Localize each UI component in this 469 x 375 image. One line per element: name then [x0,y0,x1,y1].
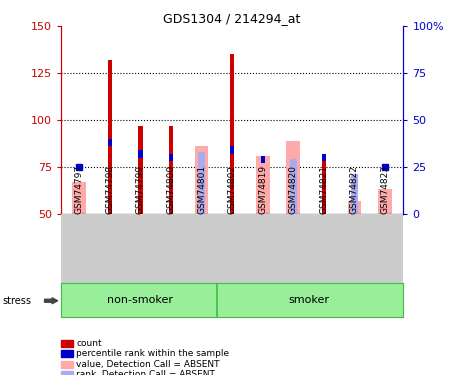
Text: value, Detection Call = ABSENT: value, Detection Call = ABSENT [76,360,220,369]
Bar [351,174,358,214]
Bar [169,154,173,161]
Bar [138,126,143,214]
Bar [322,156,326,214]
Bar [108,139,112,146]
Text: stress: stress [2,296,31,306]
Bar [378,189,392,214]
Bar [169,126,173,214]
Bar [108,60,112,214]
Text: percentile rank within the sample: percentile rank within the sample [76,349,229,358]
Bar [287,141,300,214]
Bar [348,201,361,214]
Bar [198,152,205,214]
Bar [230,54,234,214]
Bar [72,182,86,214]
Bar [256,156,270,214]
Bar [138,150,143,158]
Text: non-smoker: non-smoker [107,295,174,305]
Text: count: count [76,339,102,348]
Bar [261,156,265,163]
Bar [195,146,208,214]
Text: rank, Detection Call = ABSENT: rank, Detection Call = ABSENT [76,370,215,375]
Bar [230,146,234,154]
Bar [322,154,326,161]
Bar [289,159,297,214]
Text: smoker: smoker [288,295,329,305]
Title: GDS1304 / 214294_at: GDS1304 / 214294_at [164,12,301,25]
